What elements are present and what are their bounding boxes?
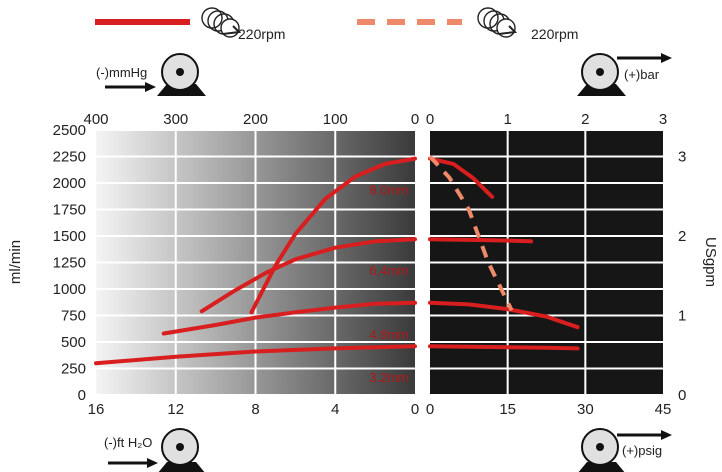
tick-psig: 45	[655, 401, 672, 418]
legend-dashed-label: 220rpm	[531, 26, 578, 42]
curve-vacuum-3-2mm	[94, 344, 417, 366]
curve-label: 8.0mm	[369, 183, 409, 198]
curve-vacuum-8-0mm	[249, 156, 417, 315]
tick-ftH2O: 16	[88, 401, 105, 418]
legend-solid-label: 220rpm	[238, 26, 285, 42]
curves	[94, 155, 580, 366]
pump-pressure-top: (+)bar	[577, 53, 672, 96]
arrow-right-icon	[617, 430, 672, 440]
arrow-right-icon	[108, 458, 158, 468]
curve-vacuum-4-8mm	[161, 300, 417, 336]
tick-y-right: 0	[678, 387, 686, 404]
pump-pressure-bottom: (+)psig	[578, 428, 672, 472]
y-axis-right-label: USgpm	[702, 237, 719, 287]
pump-vacuum-bottom: (-)ft H₂O	[104, 428, 205, 472]
tick-y-left: 750	[61, 308, 86, 325]
curve-pressure-3-2mm	[428, 344, 580, 351]
tick-y-right: 1	[678, 308, 686, 325]
curve-label: 3.2mm	[369, 370, 409, 385]
tick-bar: 1	[503, 111, 511, 128]
tick-y-left: 2250	[53, 149, 86, 166]
tick-mmhg: 100	[323, 111, 348, 128]
tick-y-left: 2500	[53, 122, 86, 139]
tick-mmhg: 400	[83, 111, 108, 128]
tick-mmhg: 200	[243, 111, 268, 128]
tick-ftH2O: 0	[411, 401, 419, 418]
axis-ticks: 400 300 200 100 016 12 8 4 00 1 2 30 15 30 45250022502…	[53, 111, 687, 418]
tick-mmhg: 0	[411, 111, 419, 128]
arrow-right-icon	[617, 53, 672, 63]
tick-psig: 30	[577, 401, 594, 418]
tick-y-left: 1750	[53, 202, 86, 219]
tick-bar: 0	[426, 111, 434, 128]
tick-y-left: 2000	[53, 175, 86, 192]
tick-bar: 2	[581, 111, 589, 128]
tick-psig: 15	[499, 401, 516, 418]
tick-ftH2O: 12	[167, 401, 184, 418]
curve-pressure-6-4mm	[428, 237, 533, 244]
tick-bar: 3	[659, 111, 667, 128]
tick-y-right: 3	[678, 149, 686, 166]
curve-vacuum-6-4mm	[199, 237, 417, 314]
tick-mmhg: 300	[163, 111, 188, 128]
pump-label-vacuum-top: (-)mmHg	[96, 65, 147, 80]
curve-pressure-4-8mm	[428, 300, 580, 330]
pump-icon	[158, 428, 205, 472]
tick-y-left: 0	[78, 387, 86, 404]
tick-y-left: 500	[61, 334, 86, 351]
legend: 220rpm 220rpm	[95, 7, 578, 42]
pump-label-vacuum-bottom: (-)ft H₂O	[104, 435, 152, 450]
curve-labels: 3.2mm 4.8mm 6.4mm 8.0mm	[369, 183, 409, 386]
curve-label: 4.8mm	[369, 327, 409, 342]
tick-y-left: 1000	[53, 281, 86, 298]
curve-label: 6.4mm	[369, 263, 409, 278]
pump-icon	[577, 53, 626, 96]
pump-icon	[578, 428, 625, 472]
curve-dashed	[428, 155, 514, 312]
pump-label-pressure-top: (+)bar	[624, 67, 660, 82]
tick-y-right: 2	[678, 228, 686, 245]
rotation-icon	[201, 7, 242, 38]
curve-pressure-8-0mm	[428, 156, 495, 199]
tick-ftH2O: 8	[251, 401, 259, 418]
pump-icon	[157, 53, 206, 96]
pump-vacuum-top: (-)mmHg	[96, 53, 206, 96]
rotation-icon	[477, 7, 518, 38]
tick-psig: 0	[426, 401, 434, 418]
y-axis-left-label: ml/min	[7, 240, 24, 284]
arrow-right-icon	[105, 82, 156, 92]
tick-ftH2O: 4	[331, 401, 339, 418]
tick-y-left: 250	[61, 361, 86, 378]
tick-y-left: 1250	[53, 255, 86, 272]
tick-y-left: 1500	[53, 228, 86, 245]
pump-label-pressure-bottom: (+)psig	[622, 443, 662, 458]
